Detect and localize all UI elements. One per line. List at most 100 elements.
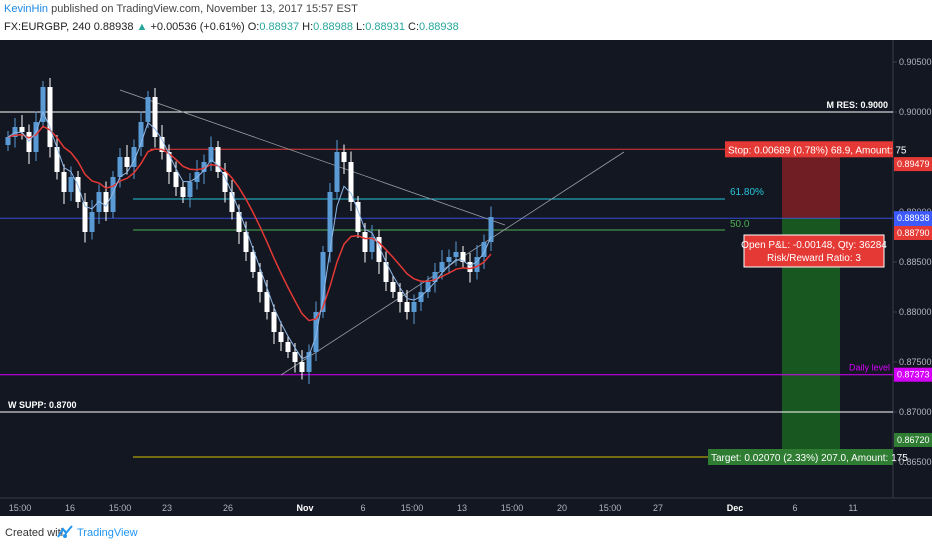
daily-level-label: Daily level xyxy=(849,363,890,373)
candle-body xyxy=(348,162,354,202)
candle-body xyxy=(82,202,88,232)
ema-fast-line xyxy=(7,110,492,360)
low-value: 0.88931 xyxy=(365,21,405,33)
open-pnl-box xyxy=(743,234,885,268)
open-pnl-text: Open P&L: -0.00148, Qty: 36284 xyxy=(741,240,887,251)
price-tick-label: 0.90500 xyxy=(899,57,932,67)
daily-price-badge-box xyxy=(894,367,932,382)
target-price-badge-text: 0.86720 xyxy=(897,435,930,445)
candle-body xyxy=(208,147,214,162)
candle-body xyxy=(446,257,452,262)
open-price-badge-box xyxy=(894,226,932,240)
candle-body xyxy=(145,97,151,122)
ema-slow-line xyxy=(7,125,492,322)
time-axis[interactable]: 15:00 16 15:00 23 26 Nov 6 15:00 13 15:00 20 15:00 2… xyxy=(9,503,858,513)
time-tick-label: 15:00 xyxy=(109,503,132,513)
candle-body xyxy=(222,172,228,192)
position-zones xyxy=(782,149,840,457)
candle-body xyxy=(460,252,466,262)
author-link[interactable]: KevinHin xyxy=(4,3,49,15)
candle-body xyxy=(68,177,74,192)
trendlines[interactable] xyxy=(119,89,625,376)
close-label: C: xyxy=(408,21,420,33)
candle-body xyxy=(187,182,193,197)
tradingview-brand[interactable]: TradingView xyxy=(77,527,138,539)
tradingview-logo-icon[interactable] xyxy=(57,525,73,539)
candle-body xyxy=(33,122,39,152)
candle-body xyxy=(341,152,347,162)
candle-body xyxy=(376,237,382,262)
price-tick-label: 0.87500 xyxy=(899,357,932,367)
time-tick-label: 13 xyxy=(457,503,467,513)
symbol-label[interactable]: FX:EURGBP, 240 xyxy=(4,21,91,33)
stop-price-badge-text: 0.89479 xyxy=(897,159,930,169)
time-tick-label: 15:00 xyxy=(9,503,32,513)
close-value: 0.88938 xyxy=(419,21,459,33)
candle-body xyxy=(257,272,263,292)
up-arrow-icon: ▲ xyxy=(136,21,148,33)
time-tick-label: 6 xyxy=(360,503,365,513)
time-tick-label: 11 xyxy=(848,503,857,513)
time-tick-label: 6 xyxy=(792,503,797,513)
low-label: L: xyxy=(356,21,366,33)
candle-body xyxy=(313,312,319,352)
stop-label-box xyxy=(725,141,893,158)
time-tick-label: 23 xyxy=(162,503,172,513)
time-tick-label: Nov xyxy=(296,503,313,513)
candle-body xyxy=(488,217,494,242)
candle-body xyxy=(201,162,207,172)
candle-body xyxy=(474,257,480,272)
candle-body xyxy=(19,127,25,132)
weekly-support-label: W SUPP: 0.8700 xyxy=(8,400,77,410)
candle-body xyxy=(117,157,123,177)
candle-body xyxy=(26,132,32,152)
candle-body xyxy=(47,87,53,147)
candle-body xyxy=(278,332,284,342)
chart-header: KevinHin published on TradingView.com, N… xyxy=(0,0,932,40)
publish-line: KevinHin published on TradingView.com, N… xyxy=(4,3,358,15)
high-value: 0.88988 xyxy=(313,21,353,33)
fib-50-label: 50.0 xyxy=(730,219,750,230)
candle-body xyxy=(369,237,375,252)
candle-body xyxy=(418,292,424,302)
candle-body xyxy=(425,282,431,292)
stop-label-text: Stop: 0.00689 (0.78%) 68.9, Amount: 75 xyxy=(728,145,907,156)
candle-body xyxy=(355,202,361,232)
candle-body xyxy=(110,177,116,212)
price-tick-label: 0.88500 xyxy=(899,257,932,267)
open-price-badge-text: 0.88790 xyxy=(897,228,930,238)
price-chart[interactable]: 0.905000.900000.895000.890000.885000.880… xyxy=(0,40,932,516)
price-tick-label: 0.87000 xyxy=(899,407,932,417)
candle-body xyxy=(439,262,445,272)
last-price-badge-text: 0.88938 xyxy=(897,213,930,223)
candle-body xyxy=(250,252,256,272)
trendline-upper[interactable] xyxy=(119,89,506,226)
price-tick-label: 0.90000 xyxy=(899,107,932,117)
risk-reward-text: Risk/Reward Ratio: 3 xyxy=(767,253,861,264)
last-price-badge-box xyxy=(894,211,932,226)
candle-body xyxy=(306,352,312,372)
candle-body xyxy=(264,292,270,312)
candle-body xyxy=(467,262,473,272)
candle-body xyxy=(103,192,109,212)
candle-body xyxy=(383,262,389,282)
candle-body xyxy=(61,172,67,192)
change-value: +0.00536 (+0.61%) xyxy=(150,21,245,33)
candle-body xyxy=(271,312,277,332)
candle-body xyxy=(362,232,368,252)
moving-averages xyxy=(7,110,492,360)
candle-body xyxy=(138,122,144,147)
price-tick-label: 0.88000 xyxy=(899,307,932,317)
candle-body xyxy=(54,147,60,172)
time-tick-label: 26 xyxy=(223,503,233,513)
created-with-text: Created with xyxy=(5,527,67,539)
candle-body xyxy=(5,137,11,145)
target-label-text: Target: 0.02070 (2.33%) 207.0, Amount: 1… xyxy=(711,453,908,464)
time-tick-label: 16 xyxy=(65,503,75,513)
candle-body xyxy=(131,147,137,167)
last-price: 0.88938 xyxy=(93,21,134,33)
candle-body xyxy=(173,172,179,187)
stop-zone xyxy=(782,149,840,219)
time-tick-label: 15:00 xyxy=(501,503,524,513)
trendline-lower[interactable] xyxy=(280,151,625,376)
